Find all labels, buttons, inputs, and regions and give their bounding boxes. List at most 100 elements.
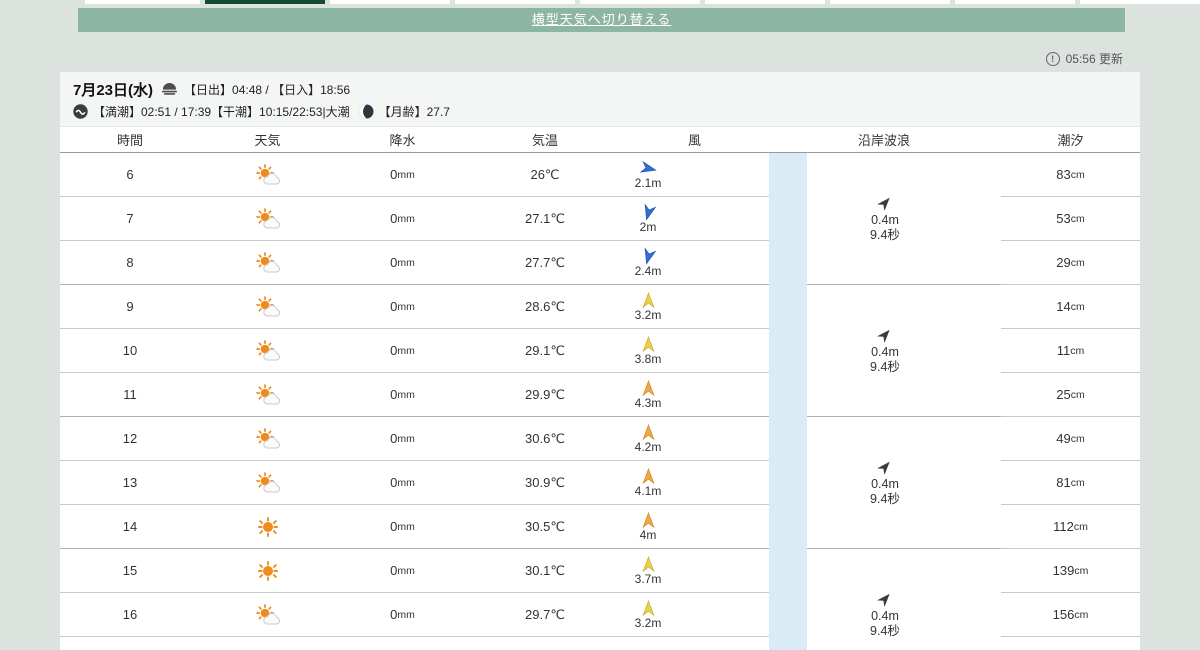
temp-cell: 27.7℃ bbox=[470, 241, 620, 284]
precip-value: 0 bbox=[390, 563, 398, 578]
wind-indicator: 4.1m bbox=[623, 468, 673, 497]
wind-direction-arrow-icon bbox=[640, 600, 657, 617]
sun-cloud-icon bbox=[254, 339, 282, 362]
temp-cell: 26℃ bbox=[470, 153, 620, 196]
weather-cell bbox=[200, 153, 335, 196]
sun-cloud-icon bbox=[254, 207, 282, 230]
precip-cell: 0 mm bbox=[335, 593, 470, 636]
time-value: 12 bbox=[122, 431, 138, 446]
weather-cell bbox=[200, 329, 335, 372]
nav-tab[interactable] bbox=[1080, 0, 1200, 4]
temp-cell: 30.6℃ bbox=[470, 417, 620, 460]
wave-height-value: 0.4m bbox=[871, 212, 899, 227]
precip-value: 0 bbox=[390, 167, 398, 182]
tide-value: 53 bbox=[1056, 211, 1071, 226]
time-value: 14 bbox=[122, 519, 138, 534]
temp-cell: 27.1℃ bbox=[470, 197, 620, 240]
wave-direction-arrow-icon bbox=[877, 195, 893, 211]
wind-cell: 3.8m bbox=[620, 329, 769, 372]
col-header-tide: 潮汐 bbox=[1057, 133, 1084, 148]
tide-unit: cm bbox=[1070, 344, 1085, 357]
forecast-panel: 7月23日(水) 【日出】04:48 / 【日入】18:56 【満潮】02:51… bbox=[60, 72, 1140, 650]
precip-cell: 0 mm bbox=[335, 241, 470, 284]
precip-cell: 0 mm bbox=[335, 329, 470, 372]
precip-value: 0 bbox=[390, 607, 398, 622]
wind-cell: 2.4m bbox=[620, 241, 769, 284]
weather-cell bbox=[200, 241, 335, 284]
wind-direction-arrow-icon bbox=[640, 247, 657, 265]
precip-value: 0 bbox=[390, 211, 398, 226]
col-header-weather: 天気 bbox=[254, 133, 281, 148]
wind-cell: 4m bbox=[620, 505, 769, 548]
date-label: 7月23日(水) bbox=[73, 82, 154, 99]
table-header-row: 時間 天気 降水 気温 風 沿岸波浪 潮汐 bbox=[60, 127, 1140, 153]
wave-group-cell: 0.4m 9.4秒 bbox=[807, 549, 1001, 650]
temp-cell: 28.6℃ bbox=[470, 285, 620, 328]
sun-cloud-icon bbox=[254, 603, 282, 626]
tide-times-label: 【満潮】02:51 / 17:39【干潮】10:15/22:53|大潮 bbox=[93, 105, 350, 119]
tide-cell: 83 cm bbox=[1001, 153, 1140, 197]
precip-value: 0 bbox=[390, 255, 398, 270]
weather-cell bbox=[200, 505, 335, 548]
nav-tab[interactable] bbox=[830, 0, 950, 4]
moon-age-label: 【月齢】27.7 bbox=[378, 105, 450, 119]
time-cell: 6 bbox=[60, 153, 200, 196]
precip-unit: mm bbox=[397, 608, 415, 621]
tide-cell bbox=[1001, 637, 1140, 650]
time-value: 9 bbox=[126, 299, 134, 314]
tide-cell: 156 cm bbox=[1001, 593, 1140, 637]
nav-tab[interactable] bbox=[580, 0, 700, 4]
nav-tab[interactable] bbox=[705, 0, 825, 4]
tide-value: 81 bbox=[1056, 475, 1071, 490]
sun-cloud-icon bbox=[254, 471, 282, 494]
wind-indicator: 3.7m bbox=[623, 556, 673, 585]
wave-direction-arrow-icon bbox=[877, 591, 893, 607]
nav-tab[interactable] bbox=[955, 0, 1075, 4]
wind-speed-value: 3.7m bbox=[634, 572, 662, 586]
wind-speed-value: 2.4m bbox=[634, 264, 662, 278]
time-value: 16 bbox=[122, 607, 138, 622]
precip-cell: 0 mm bbox=[335, 461, 470, 504]
table-row: 8 0 mm 27.7℃ 2.4m bbox=[60, 241, 769, 285]
layout-switch-banner: 横型天気へ切り替える bbox=[78, 8, 1125, 32]
tide-cell: 53 cm bbox=[1001, 197, 1140, 241]
time-cell: 8 bbox=[60, 241, 200, 284]
time-cell: 9 bbox=[60, 285, 200, 328]
precip-cell: 0 mm bbox=[335, 197, 470, 240]
wind-cell: 3.2m bbox=[620, 593, 769, 636]
temp-value: 26℃ bbox=[530, 166, 560, 182]
tide-unit: cm bbox=[1070, 212, 1085, 225]
precip-cell: 0 mm bbox=[335, 373, 470, 416]
tide-value: 112 bbox=[1053, 519, 1074, 534]
table-row: 13 0 mm 30.9℃ 4.1m bbox=[60, 461, 769, 505]
nav-tab[interactable] bbox=[205, 0, 325, 4]
precip-unit: mm bbox=[397, 212, 415, 225]
tide-wave-icon bbox=[73, 104, 88, 119]
weather-cell bbox=[200, 461, 335, 504]
wave-height-value: 0.4m bbox=[871, 344, 899, 359]
precip-value: 0 bbox=[390, 343, 398, 358]
time-cell: 17 bbox=[60, 637, 200, 650]
sun-cloud-icon bbox=[254, 251, 282, 274]
time-cell: 10 bbox=[60, 329, 200, 372]
precip-unit: mm bbox=[397, 432, 415, 445]
precip-unit: mm bbox=[397, 476, 415, 489]
wind-speed-value: 4m bbox=[639, 528, 657, 542]
time-cell: 14 bbox=[60, 505, 200, 548]
tide-cell: 81 cm bbox=[1001, 461, 1140, 505]
wind-direction-arrow-icon bbox=[639, 160, 657, 177]
nav-tab[interactable] bbox=[85, 0, 200, 4]
time-cell: 12 bbox=[60, 417, 200, 460]
weather-cell bbox=[200, 285, 335, 328]
switch-to-horizontal-link[interactable]: 横型天気へ切り替える bbox=[531, 12, 672, 27]
temp-cell: 29.1℃ bbox=[470, 329, 620, 372]
table-row: 15 0 mm 30.1℃ 3.7m bbox=[60, 549, 769, 593]
sun-cloud-icon bbox=[254, 427, 282, 450]
col-header-time: 時間 bbox=[116, 133, 143, 148]
nav-tab[interactable] bbox=[330, 0, 450, 4]
nav-tab[interactable] bbox=[455, 0, 575, 4]
precip-cell: 0 mm bbox=[335, 153, 470, 196]
temp-cell: 30.1℃ bbox=[470, 549, 620, 592]
temp-value: 30.1℃ bbox=[525, 562, 565, 578]
tide-cell: 11 cm bbox=[1001, 329, 1140, 373]
